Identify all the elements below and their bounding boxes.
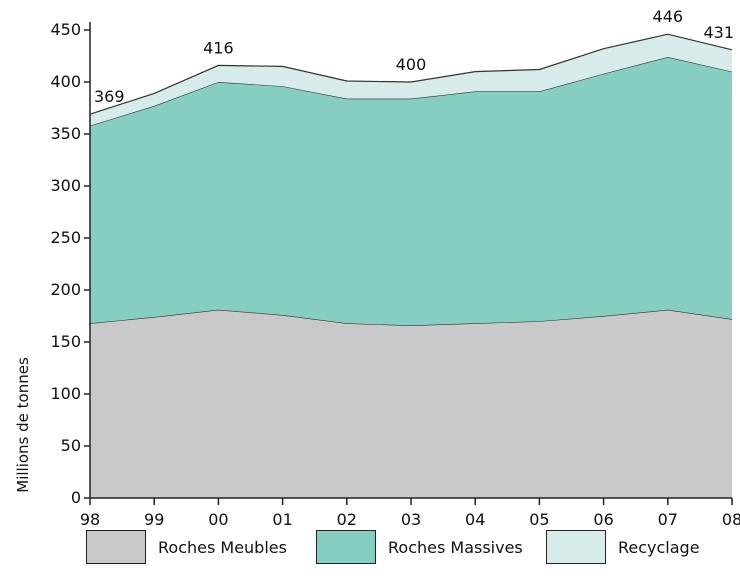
- y-tick-label: 150: [50, 332, 81, 351]
- x-tick-label: 02: [337, 510, 357, 529]
- y-tick-label: 100: [50, 384, 81, 403]
- y-tick-label: 200: [50, 280, 81, 299]
- y-tick-label: 0: [71, 488, 81, 507]
- x-tick-label: 01: [272, 510, 292, 529]
- y-tick-label: 250: [50, 228, 81, 247]
- y-tick-label: 450: [50, 20, 81, 39]
- x-tick-label: 07: [658, 510, 678, 529]
- legend-swatch: [86, 530, 146, 564]
- legend-label: Roches Meubles: [158, 537, 287, 557]
- chart-labels: 369 416 400 446 431: [94, 7, 734, 106]
- area-series-1: [90, 57, 732, 326]
- legend-item-roches-meubles: Roches Meubles: [86, 530, 287, 564]
- legend-label: Roches Massives: [388, 537, 523, 557]
- legend-swatch: [316, 530, 376, 564]
- total-label: 446: [653, 7, 684, 26]
- x-tick-label: 05: [529, 510, 549, 529]
- legend: Roches Meubles Roches Massives Recyclage: [86, 530, 736, 570]
- legend-item-recyclage: Recyclage: [546, 530, 700, 564]
- y-tick-label: 350: [50, 124, 81, 143]
- x-tick-label: 98: [80, 510, 100, 529]
- area-series-2: [90, 34, 732, 126]
- x-tick-label: 06: [593, 510, 613, 529]
- chart-areas: [89, 33, 733, 498]
- legend-swatch: [546, 530, 606, 564]
- x-tick-label: 99: [144, 510, 164, 529]
- legend-label: Recyclage: [618, 537, 700, 557]
- total-label: 369: [94, 87, 125, 106]
- y-tick-label: 400: [50, 72, 81, 91]
- x-tick-label: 04: [465, 510, 485, 529]
- y-tick-label: 300: [50, 176, 81, 195]
- y-axis-title: Millions de tonnes: [14, 357, 32, 493]
- x-tick-label: 00: [208, 510, 228, 529]
- total-label: 416: [203, 38, 234, 57]
- x-tick-label: 03: [401, 510, 421, 529]
- legend-item-roches-massives: Roches Massives: [316, 530, 523, 564]
- y-tick-label: 50: [61, 436, 81, 455]
- area-series-0: [90, 309, 732, 498]
- total-label: 400: [396, 55, 427, 74]
- area-series-outline-2: [89, 33, 733, 115]
- total-label: 431: [703, 23, 734, 42]
- x-tick-label: 08: [722, 510, 740, 529]
